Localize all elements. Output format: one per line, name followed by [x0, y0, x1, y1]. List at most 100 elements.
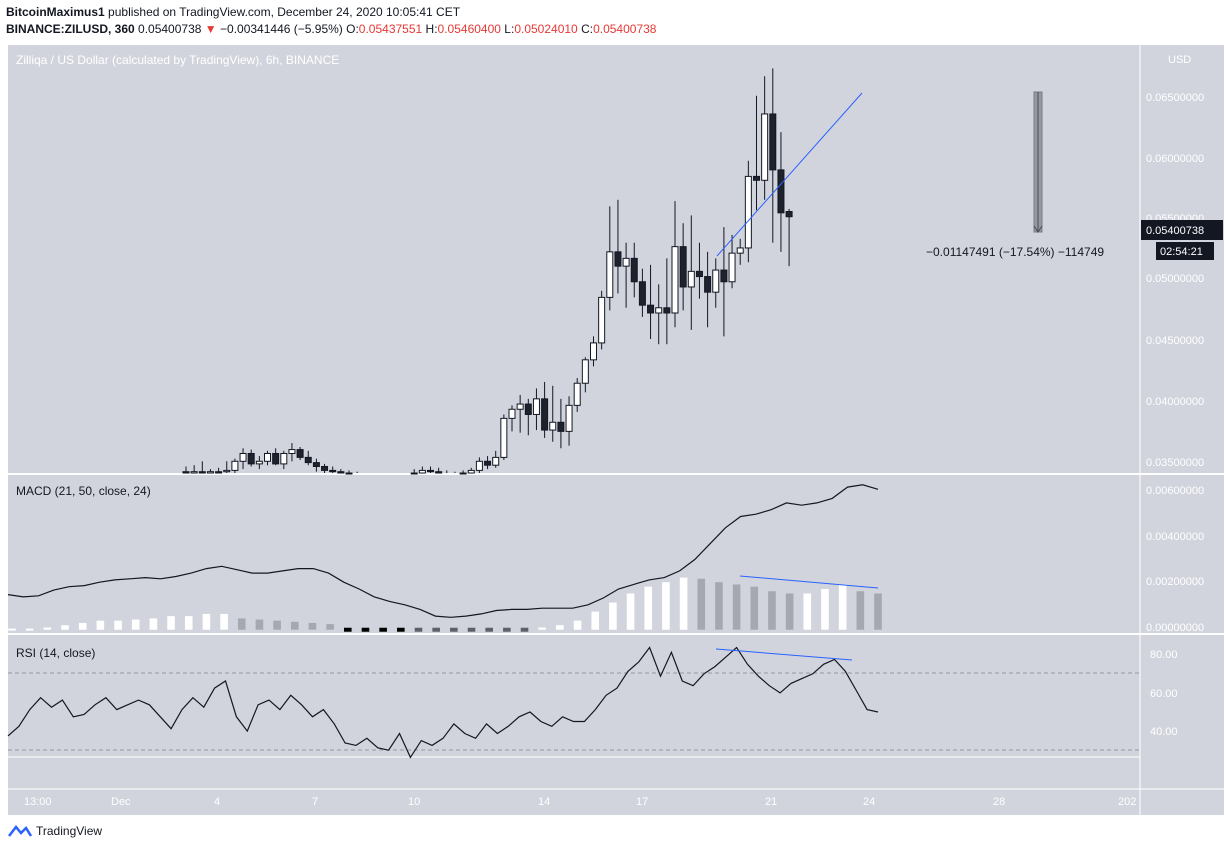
macd-hist-bar — [78, 622, 87, 630]
candle-up — [655, 307, 663, 314]
candle-up — [532, 398, 540, 415]
candle-up — [231, 460, 239, 471]
candle-up — [410, 472, 418, 475]
candle-up — [467, 469, 475, 474]
rsi-trendline[interactable] — [715, 648, 853, 661]
candle-down — [329, 469, 337, 473]
macd-hist-bar — [503, 627, 511, 632]
macd-hist-bar — [768, 591, 776, 630]
ohlc-line: BINANCE:ZILUSD, 360 0.05400738 ▼ −0.0034… — [6, 22, 656, 36]
candle-down — [215, 471, 223, 474]
measure-arrow-icon — [1033, 225, 1043, 233]
open-value: 0.05437551 — [358, 22, 423, 36]
macd-tick: 0.00600000 — [1146, 485, 1204, 497]
candle-up — [492, 456, 500, 466]
candle-up — [190, 471, 198, 474]
tradingview-brand[interactable]: TradingView — [36, 824, 103, 838]
macd-hist-bar — [326, 624, 334, 630]
publish-date: published on TradingView.com, December 2… — [108, 5, 461, 19]
price-tick: 0.06000000 — [1146, 153, 1204, 165]
high-label: H: — [425, 22, 438, 36]
macd-hist-bar — [697, 578, 706, 630]
candle-up — [598, 296, 606, 344]
candle-down — [304, 456, 312, 464]
low-label: L: — [504, 22, 515, 36]
macd-hist-bar — [821, 588, 829, 630]
time-label: 202 — [1118, 796, 1136, 808]
price-tick: 0.04000000 — [1146, 396, 1204, 408]
candle-down — [663, 307, 671, 314]
macd-hist-bar — [538, 627, 547, 630]
candle-up — [712, 269, 720, 293]
macd-line — [7, 484, 879, 618]
candle-up — [761, 113, 769, 181]
macd-hist-bar — [573, 620, 582, 630]
candle-up — [728, 252, 736, 283]
candle-down — [753, 175, 760, 181]
candle-up — [239, 452, 247, 462]
candle-up — [622, 257, 630, 267]
candle-down — [777, 169, 785, 214]
candle-up — [459, 472, 467, 475]
time-label: 14 — [538, 796, 550, 808]
candle-down — [524, 403, 532, 415]
candle-up — [736, 247, 744, 254]
macd-hist-bar — [131, 619, 140, 630]
macd-hist-bar — [732, 584, 741, 630]
candle-down — [296, 449, 304, 458]
macd-hist-bar — [149, 618, 158, 630]
time-axis[interactable] — [8, 789, 1140, 815]
macd-hist-bar — [255, 619, 264, 630]
main-pane[interactable] — [8, 45, 1140, 473]
time-label: 7 — [312, 796, 318, 808]
macd-hist-bar — [450, 627, 458, 632]
author-name[interactable]: BitcoinMaximus1 — [6, 5, 105, 19]
candle-up — [606, 251, 614, 298]
candle-down — [647, 304, 655, 314]
macd-tick: 0.00200000 — [1146, 576, 1204, 588]
time-label: Dec — [111, 796, 131, 808]
price-trendline[interactable] — [716, 92, 863, 257]
candle-down — [720, 269, 728, 283]
macd-hist-bar — [361, 627, 370, 632]
price-axis-ticks: 0.06500000 0.06000000 0.05000000 0.04500… — [1146, 92, 1204, 469]
change-arrow-icon: ▼ — [204, 22, 217, 36]
macd-hist-bar — [220, 613, 228, 630]
macd-hist-bar — [715, 582, 723, 630]
macd-trendline[interactable] — [739, 575, 879, 589]
price-tick: 0.06500000 — [1146, 92, 1204, 104]
macd-hist-bar — [662, 582, 670, 630]
candle-up — [590, 342, 597, 361]
candle-down — [484, 460, 492, 466]
macd-hist-bar — [414, 627, 423, 632]
time-label: 10 — [408, 796, 420, 808]
macd-hist-bar — [626, 593, 635, 630]
macd-axis[interactable] — [1140, 475, 1224, 633]
candle-down — [614, 251, 622, 267]
candle-down — [337, 471, 345, 474]
last-price-tag-text: 0.05400738 — [1146, 225, 1204, 237]
candlestick-series — [182, 68, 793, 475]
countdown-tag — [1156, 242, 1214, 260]
time-label: 17 — [636, 796, 648, 808]
close-value: 0.05400738 — [593, 22, 657, 36]
macd-hist-bar — [8, 628, 16, 631]
rsi-tick: 60.00 — [1150, 688, 1178, 700]
price-tick: 0.03500000 — [1146, 457, 1204, 469]
candle-down — [695, 270, 703, 278]
candle-down — [312, 462, 320, 467]
candle-down — [630, 257, 638, 283]
candle-down — [679, 246, 687, 288]
candle-up — [500, 417, 508, 458]
macd-hist-bar — [485, 627, 493, 632]
macd-hist-bar — [308, 622, 317, 630]
rsi-axis[interactable] — [1140, 635, 1224, 789]
rsi-tick: 80.00 — [1150, 649, 1178, 661]
macd-hist-bar — [43, 627, 52, 630]
candle-up — [508, 408, 516, 419]
rsi-pane[interactable] — [8, 635, 1140, 789]
rsi-axis-ticks: 80.00 60.00 40.00 — [1150, 649, 1178, 738]
macd-pane[interactable] — [8, 475, 1140, 633]
macd-hist-bar — [167, 616, 175, 630]
